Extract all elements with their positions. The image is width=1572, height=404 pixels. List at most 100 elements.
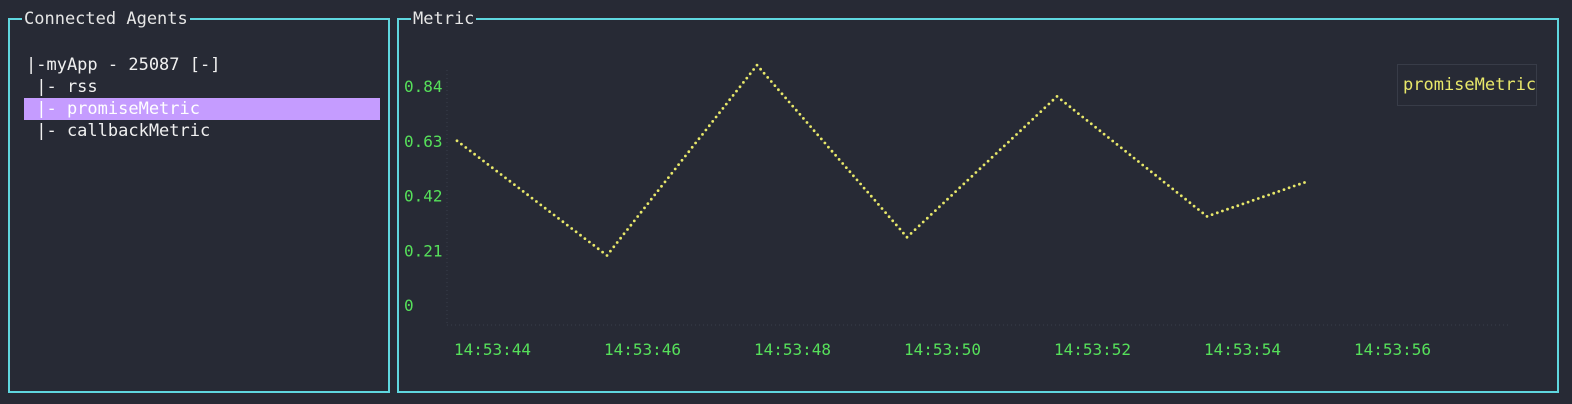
tree-item-rss[interactable]: |- rss xyxy=(26,77,98,97)
series-point xyxy=(1072,108,1076,112)
series-point xyxy=(1115,143,1119,146)
series-point xyxy=(1102,132,1106,136)
x-tick-label: 14:53:46 xyxy=(604,340,681,359)
series-point xyxy=(773,84,777,87)
series-point xyxy=(902,231,905,235)
series-point xyxy=(1068,105,1072,109)
series-point xyxy=(1015,133,1018,136)
series-point xyxy=(1098,129,1102,133)
tree-item-myapp[interactable]: |-myApp - 25087 [-] xyxy=(26,55,221,75)
series-point xyxy=(460,142,463,146)
series-point xyxy=(656,189,660,193)
series-point xyxy=(513,183,516,187)
series-point xyxy=(837,158,841,161)
series-point xyxy=(787,100,791,104)
series-point xyxy=(711,120,715,123)
series-point xyxy=(690,145,694,149)
x-tick-label: 14:53:50 xyxy=(904,340,981,359)
series-point xyxy=(880,207,884,210)
tree-item-callback-metric[interactable]: |- callbackMetric xyxy=(26,121,211,141)
series-point xyxy=(539,203,543,207)
series-point xyxy=(1277,190,1281,193)
x-tick-label: 14:53:48 xyxy=(754,340,831,359)
series-point xyxy=(921,220,925,224)
series-point xyxy=(738,85,742,89)
series-point xyxy=(486,163,490,166)
series-point xyxy=(816,133,820,137)
series-point xyxy=(1188,201,1192,205)
series-point xyxy=(1231,206,1235,209)
series-point xyxy=(1251,198,1255,202)
series-point xyxy=(1145,167,1149,170)
series-point xyxy=(891,219,895,223)
series-point xyxy=(1201,211,1205,215)
series-point xyxy=(714,115,718,119)
metric-chart: 0.840.630.420.210 14:53:44 14:53:46 14:53:… xyxy=(404,63,1511,359)
agents-panel-title: Connected Agents xyxy=(22,9,190,29)
series-point xyxy=(1059,98,1063,102)
series-point xyxy=(869,194,873,198)
series-point xyxy=(1124,149,1127,153)
series-point xyxy=(1282,188,1286,192)
series-point xyxy=(994,152,998,155)
series-point xyxy=(1192,204,1196,208)
series-point xyxy=(673,167,677,171)
x-tick-label: 14:53:52 xyxy=(1054,340,1131,359)
series-point xyxy=(704,128,708,132)
series-point xyxy=(477,156,481,160)
series-point xyxy=(855,178,859,182)
series-point xyxy=(898,227,902,231)
tree-item-promise-metric[interactable]: |- promiseMetric xyxy=(24,98,380,120)
series-point xyxy=(684,154,687,158)
series-point xyxy=(490,166,494,170)
series-point xyxy=(1167,184,1170,187)
series-point xyxy=(521,190,525,193)
series-point xyxy=(762,71,766,75)
series-point xyxy=(938,205,941,209)
series-point xyxy=(1197,208,1200,211)
series-point xyxy=(1246,200,1250,204)
y-tick-label: 0.84 xyxy=(404,77,443,96)
series-point xyxy=(894,223,898,227)
series-point xyxy=(812,129,816,133)
series-point xyxy=(718,111,721,115)
series-point xyxy=(982,163,986,167)
connected-agents-panel: Connected Agents |-myApp - 25087 [-] |- … xyxy=(8,9,390,393)
series-point xyxy=(517,186,521,190)
series-point xyxy=(1094,125,1097,129)
series-point xyxy=(917,224,921,228)
series-point xyxy=(535,200,538,203)
x-tick-label: 14:53:54 xyxy=(1204,340,1281,359)
series-point xyxy=(1027,121,1030,125)
series-point xyxy=(823,141,827,145)
series-point xyxy=(852,174,855,178)
series-point xyxy=(780,92,784,96)
series-point xyxy=(561,220,565,224)
series-point xyxy=(834,153,837,157)
series-point xyxy=(877,203,880,206)
series-point xyxy=(1292,184,1296,188)
series-point xyxy=(946,197,949,201)
series-point xyxy=(884,211,887,215)
series-point xyxy=(986,159,990,163)
series-point xyxy=(1226,207,1229,211)
series-point xyxy=(1221,209,1224,213)
series-point xyxy=(990,155,994,159)
series-point xyxy=(802,117,805,120)
series-point xyxy=(794,108,798,112)
series-point xyxy=(605,254,609,257)
series-point xyxy=(464,146,468,149)
series-point xyxy=(649,197,653,201)
series-point xyxy=(557,217,560,220)
series-point xyxy=(1089,122,1093,126)
series-point xyxy=(745,76,749,80)
series-point xyxy=(978,167,982,171)
series-point xyxy=(552,213,556,217)
series-point xyxy=(1019,129,1022,133)
series-point xyxy=(1132,156,1136,160)
series-point xyxy=(1119,146,1123,150)
series-point xyxy=(766,76,770,79)
series-point xyxy=(526,193,529,197)
series-point xyxy=(1272,191,1276,195)
series-point xyxy=(721,107,725,110)
